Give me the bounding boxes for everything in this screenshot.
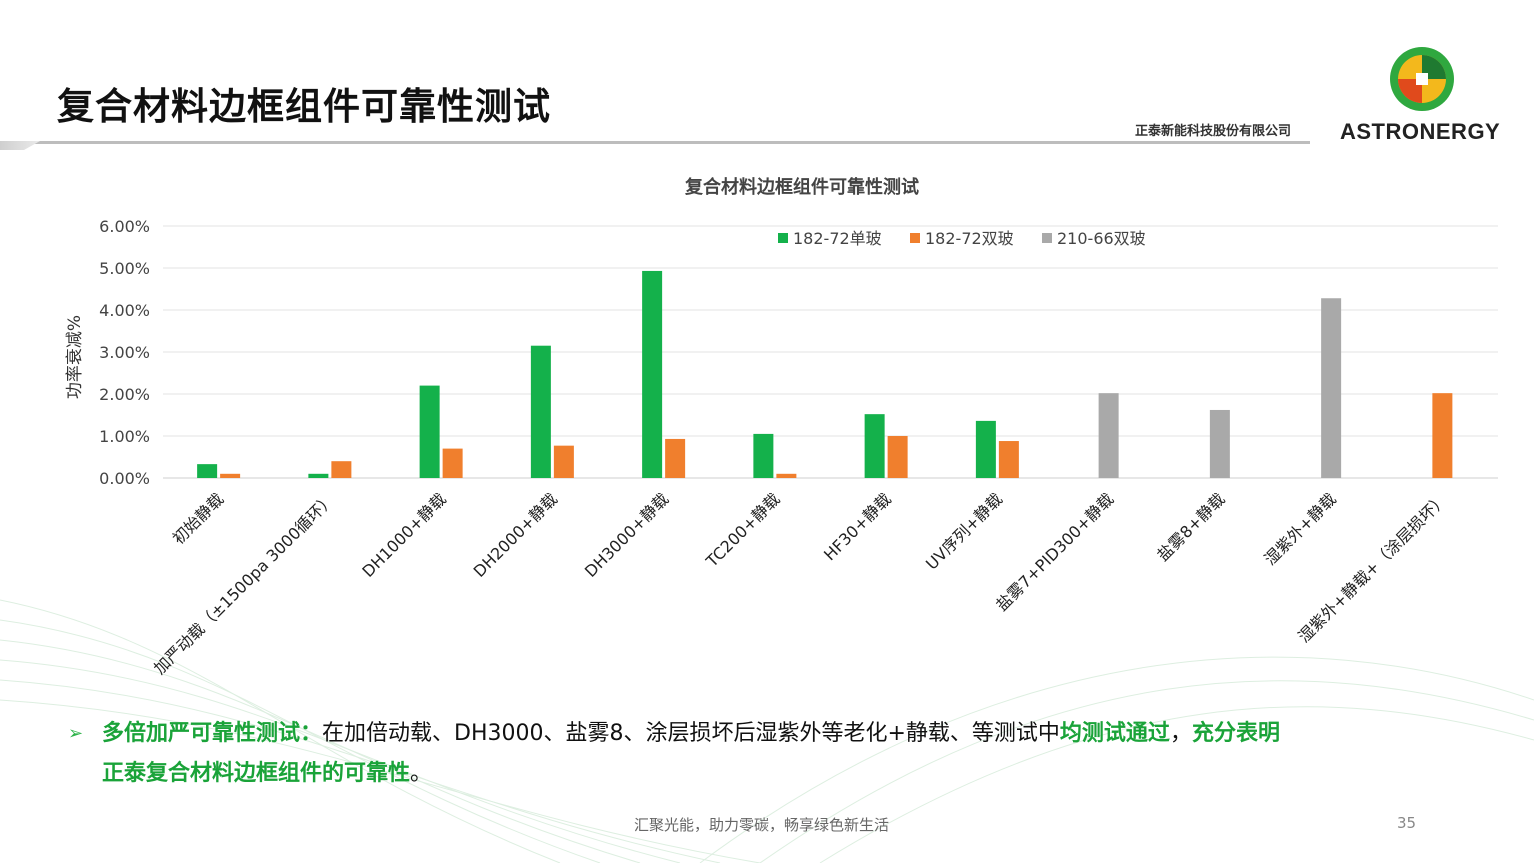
legend-swatch (778, 233, 788, 243)
bar-182-72双玻 (665, 438, 686, 478)
y-tick-label: 6.00% (99, 217, 150, 236)
bar-210-66双玻 (1321, 298, 1342, 478)
y-tick-label: 0.00% (99, 469, 150, 488)
y-tick-label: 5.00% (99, 259, 150, 278)
bar-182-72单玻 (419, 385, 440, 478)
page-title: 复合材料边框组件可靠性测试 (57, 85, 551, 128)
summary-comma: ， (1169, 721, 1192, 746)
x-tick-label: 初始静载 (169, 489, 228, 548)
page-number: 35 (1397, 814, 1417, 832)
astronergy-logo-icon (1390, 47, 1454, 111)
y-tick-label: 1.00% (99, 427, 150, 446)
header-divider-accent (0, 141, 40, 150)
logo-wordmark: ASTRONERGY (1340, 119, 1501, 144)
bar-182-72单玻 (975, 420, 996, 478)
legend-swatch (910, 233, 920, 243)
bar-182-72单玻 (864, 414, 885, 478)
bar-182-72单玻 (753, 433, 774, 478)
summary-highlight-conclusion: 正泰复合材料边框组件的可靠性 (102, 761, 411, 786)
bar-182-72双玻 (1432, 393, 1453, 478)
bar-182-72单玻 (197, 464, 218, 478)
x-tick-label: UV序列+静载 (922, 489, 1006, 573)
x-tick-label: DH2000+静载 (470, 489, 562, 581)
bars (197, 270, 1453, 478)
bar-210-66双玻 (1098, 393, 1119, 478)
bullet-arrow-icon: ➢ (68, 723, 84, 744)
bar-182-72双玻 (220, 473, 241, 478)
x-tick-label: 湿紫外+静载 (1260, 489, 1339, 568)
legend-label: 210-66双玻 (1057, 229, 1146, 248)
x-tick-label: DH3000+静载 (581, 489, 673, 581)
x-tick-label: 盐雾8+静载 (1153, 489, 1228, 564)
x-tick-label: 加严动载（±1500pa 3000循环） (150, 489, 339, 678)
bar-182-72单玻 (308, 473, 329, 478)
power-degradation-chart: 复合材料边框组件可靠性测试 功率衰减% 0.00% 1.00% 2.00% 3.00%… (65, 176, 1498, 678)
y-tick-label: 2.00% (99, 385, 150, 404)
gridlines (163, 225, 1498, 479)
summary-period: 。 (410, 761, 433, 786)
bar-182-72双玻 (998, 441, 1019, 478)
summary-label: 多倍加严可靠性测试： (102, 721, 323, 746)
bar-210-66双玻 (1209, 409, 1230, 478)
legend-swatch (1042, 233, 1052, 243)
summary-body: 在加倍动载、DH3000、盐雾8、涂层损坏后湿紫外等老化+静载、等测试中 (322, 721, 1060, 746)
header-divider (0, 141, 1310, 144)
footer-slogan: 汇聚光能，助力零碳，畅享绿色新生活 (634, 816, 890, 834)
summary-highlight-pass: 均测试通过 (1059, 721, 1170, 746)
x-tick-label: DH1000+静载 (358, 489, 450, 581)
legend: 182-72单玻 182-72双玻 210-66双玻 (778, 229, 1146, 248)
y-tick-label: 4.00% (99, 301, 150, 320)
legend-label: 182-72单玻 (793, 229, 882, 248)
y-tick-labels: 0.00% 1.00% 2.00% 3.00% 4.00% 5.00% 6.00% (99, 217, 150, 488)
chart-title: 复合材料边框组件可靠性测试 (684, 176, 919, 198)
bar-182-72双玻 (776, 473, 797, 478)
legend-label: 182-72双玻 (925, 229, 1014, 248)
bar-182-72双玻 (331, 461, 352, 478)
y-tick-label: 3.00% (99, 343, 150, 362)
summary-highlight-shows: 充分表明 (1191, 721, 1280, 746)
x-tick-label: TC200+静载 (702, 489, 784, 571)
bar-182-72单玻 (530, 345, 551, 478)
bar-182-72双玻 (442, 448, 463, 478)
bar-182-72双玻 (887, 436, 908, 478)
bar-182-72双玻 (553, 445, 574, 478)
company-name: 正泰新能科技股份有限公司 (1135, 124, 1292, 139)
summary-bullet: ➢ 多倍加严可靠性测试：在加倍动载、DH3000、盐雾8、涂层损坏后湿紫外等老化… (68, 714, 1488, 794)
y-axis-label: 功率衰减% (65, 315, 85, 399)
summary-text: 多倍加严可靠性测试：在加倍动载、DH3000、盐雾8、涂层损坏后湿紫外等老化+静… (102, 714, 1488, 794)
bar-182-72单玻 (642, 270, 663, 478)
x-tick-label: HF30+静载 (820, 489, 895, 564)
x-tick-label: 盐雾7+PID300+静载 (992, 489, 1117, 614)
